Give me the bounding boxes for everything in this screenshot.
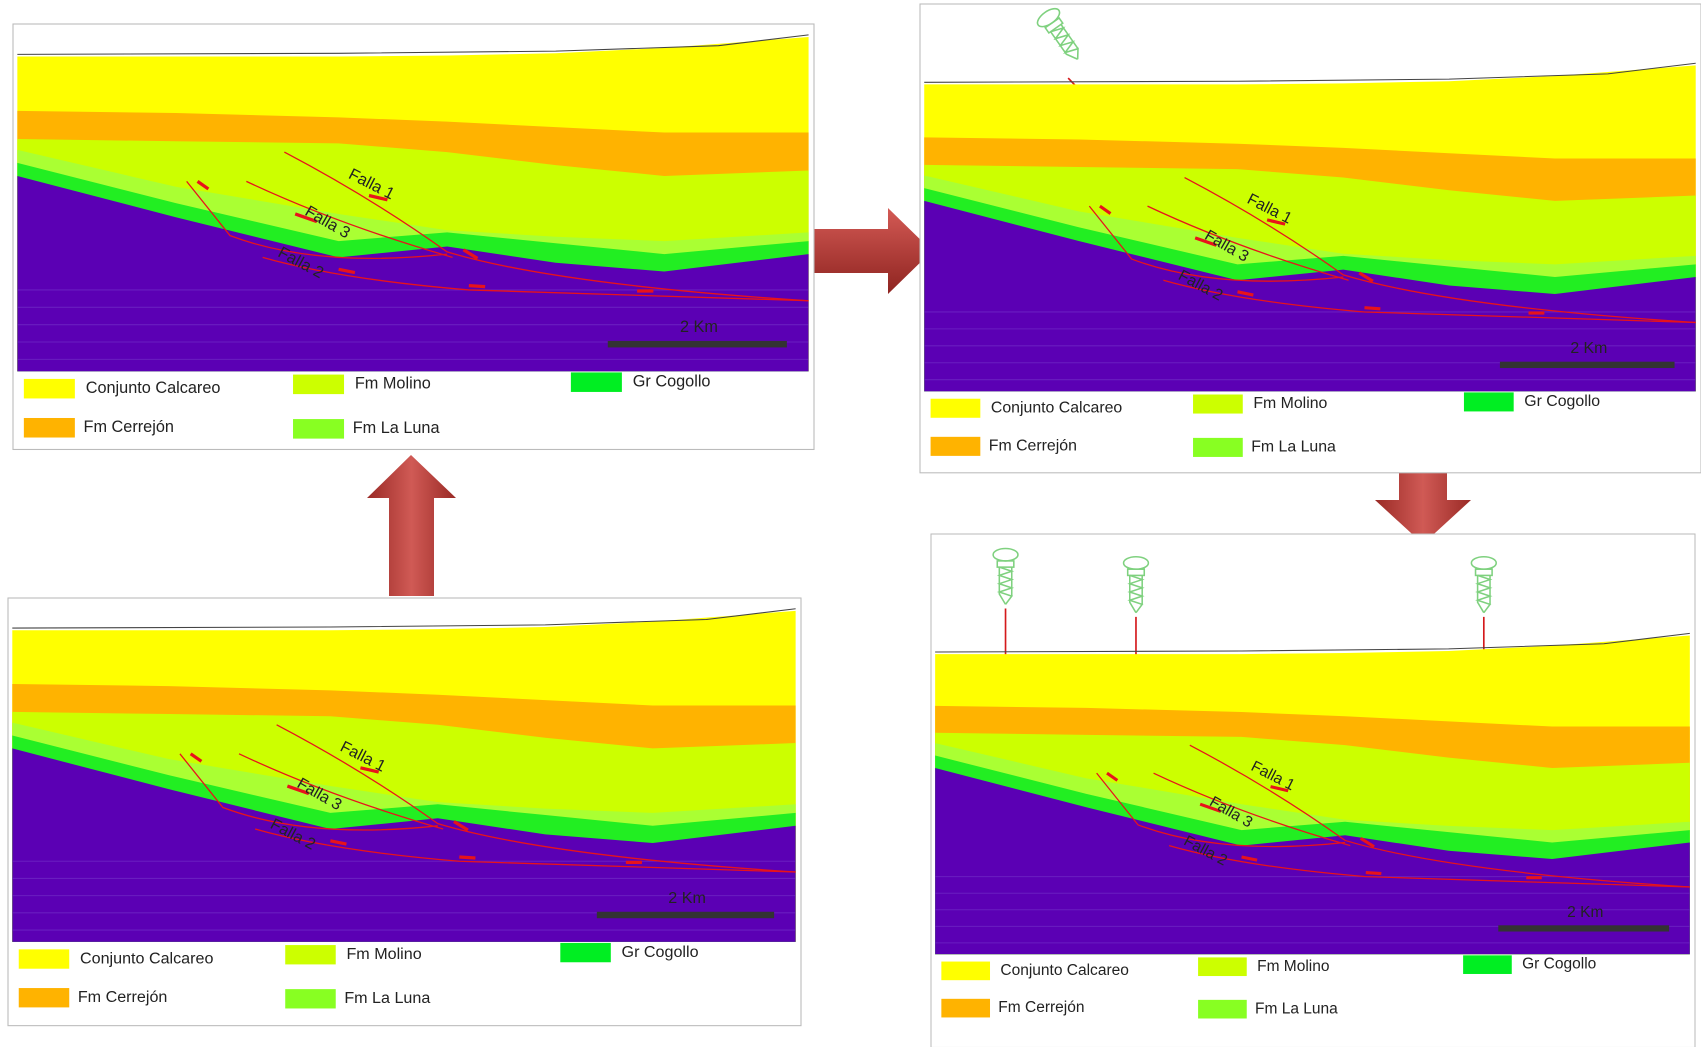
legend-label: Fm Cerrejón bbox=[78, 988, 168, 1006]
page: {"panels": [ {"fault_labels": ["Falla 1"… bbox=[0, 0, 1701, 1047]
legend-label: Fm Cerrejón bbox=[989, 438, 1077, 455]
legend-swatch bbox=[24, 379, 75, 399]
legend-label: Fm La Luna bbox=[344, 989, 430, 1007]
legend-swatch bbox=[1198, 1000, 1247, 1019]
legend-label: Fm Cerrejón bbox=[84, 418, 174, 436]
slip-arrow bbox=[469, 286, 485, 287]
legend-swatch bbox=[285, 989, 336, 1008]
scale-label: 2 Km bbox=[668, 889, 706, 907]
legend-swatch bbox=[941, 999, 990, 1018]
legend-swatch bbox=[1464, 392, 1514, 411]
legend-swatch bbox=[941, 962, 990, 981]
legend-label: Conjunto Calcareo bbox=[80, 949, 213, 967]
legend-swatch bbox=[293, 375, 344, 395]
legend-label: Conjunto Calcareo bbox=[86, 379, 221, 397]
legend-swatch bbox=[24, 418, 75, 438]
legend-label: Gr Cogollo bbox=[633, 372, 711, 390]
legend-label: Conjunto Calcareo bbox=[991, 399, 1123, 416]
legend-label: Fm Molino bbox=[355, 375, 431, 393]
legend-swatch bbox=[285, 945, 336, 964]
legend-label: Fm Molino bbox=[346, 945, 421, 963]
legend-label: Fm Molino bbox=[1253, 395, 1327, 412]
scale-bar bbox=[608, 341, 787, 348]
arrow-right bbox=[806, 208, 932, 294]
legend-swatch bbox=[560, 943, 611, 962]
legend-swatch bbox=[931, 437, 981, 456]
legend-label: Gr Cogollo bbox=[1524, 393, 1600, 410]
arrow-up bbox=[367, 455, 456, 596]
slip-arrow bbox=[459, 857, 475, 858]
scale-label: 2 Km bbox=[1567, 904, 1603, 921]
scale-bar bbox=[1498, 925, 1669, 931]
legend-label: Fm La Luna bbox=[1255, 1000, 1338, 1017]
slip-arrow bbox=[1366, 873, 1382, 874]
scale-bar bbox=[597, 912, 774, 918]
scale-label: 2 Km bbox=[1570, 340, 1607, 357]
legend-swatch bbox=[293, 419, 344, 439]
legend-swatch bbox=[571, 372, 622, 392]
legend-swatch bbox=[1463, 955, 1512, 974]
scale-label: 2 Km bbox=[680, 318, 718, 336]
scale-bar bbox=[1500, 362, 1675, 368]
legend-swatch bbox=[1193, 438, 1243, 457]
legend-swatch bbox=[19, 988, 70, 1007]
legend-label: Gr Cogollo bbox=[1522, 956, 1596, 973]
legend-swatch bbox=[19, 949, 70, 968]
diagram: Falla 1Falla 3Falla 22 Km Conjunto Calcar… bbox=[0, 0, 1701, 1047]
legend-label: Fm La Luna bbox=[1251, 439, 1336, 456]
legend-label: Fm Molino bbox=[1257, 958, 1329, 975]
legend-swatch bbox=[1193, 395, 1243, 414]
legend-swatch bbox=[931, 399, 981, 418]
legend-label: Fm La Luna bbox=[353, 419, 441, 437]
legend-swatch bbox=[1198, 957, 1247, 976]
legend-label: Conjunto Calcareo bbox=[1000, 962, 1129, 979]
legend-label: Gr Cogollo bbox=[622, 943, 699, 961]
slip-arrow bbox=[1364, 308, 1380, 309]
legend-label: Fm Cerrejón bbox=[998, 999, 1084, 1016]
